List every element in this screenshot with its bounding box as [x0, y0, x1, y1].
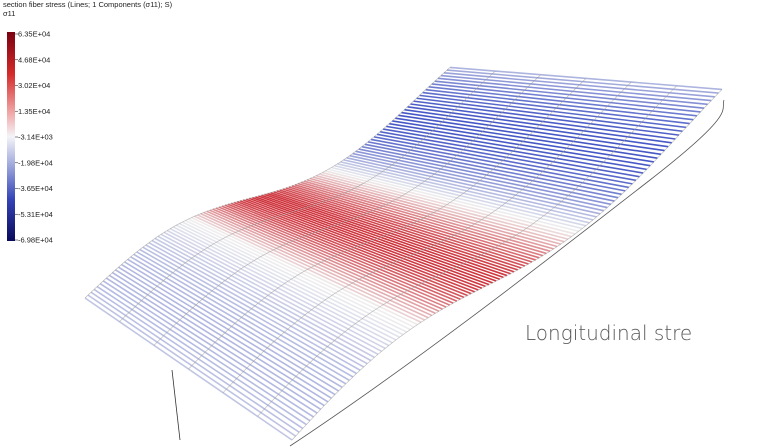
- page: section fiber stress (Lines; 1 Component…: [0, 0, 764, 447]
- viewport: section fiber stress (Lines; 1 Component…: [0, 0, 764, 447]
- legend-label: 6.35E+04: [18, 30, 50, 39]
- model: [85, 67, 724, 446]
- legend: 6.35E+04 4.68E+04 3.02E+04 1.35E+04 -3.14E+0…: [15, 30, 53, 245]
- legend-bar: [7, 32, 15, 241]
- legend-label: -3.65E+04: [18, 184, 53, 193]
- legend-label: -1.98E+04: [18, 158, 53, 167]
- axis-line: [172, 370, 180, 440]
- legend-label: -5.31E+04: [18, 210, 53, 219]
- legend-label: 3.02E+04: [18, 81, 50, 90]
- legend-label: -3.14E+03: [18, 133, 53, 142]
- component-label: σ11: [3, 9, 15, 18]
- legend-label: 4.68E+04: [18, 55, 50, 64]
- caption: Longitudinal stre: [525, 321, 692, 345]
- legend-label: 1.35E+04: [18, 107, 50, 116]
- legend-label: -6.98E+04: [18, 236, 53, 245]
- view-title: section fiber stress (Lines; 1 Component…: [3, 0, 173, 9]
